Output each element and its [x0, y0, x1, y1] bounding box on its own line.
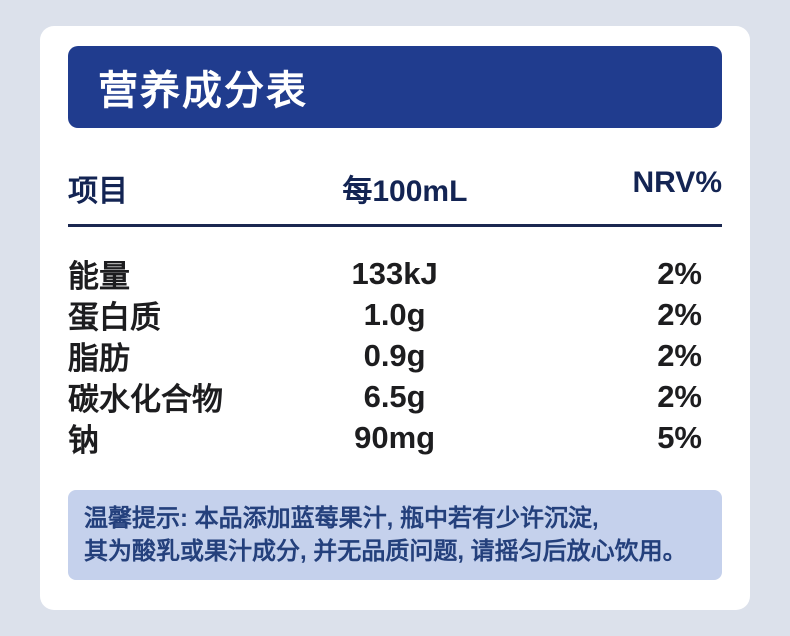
table-row: 蛋白质 1.0g 2%	[68, 294, 722, 336]
table-row: 能量 133kJ 2%	[68, 253, 722, 295]
page-title: 营养成分表	[98, 69, 308, 113]
row-value-nrv: 5%	[657, 419, 702, 455]
row-value-nrv: 2%	[657, 337, 702, 373]
table-row: 碳水化合物 6.5g 2%	[68, 376, 722, 418]
row-value-nrv: 2%	[657, 378, 702, 414]
row-value-per-100ml: 0.9g	[363, 337, 426, 373]
tip-line-2: 其为酸乳或果汁成分, 并无品质问题, 请摇匀后放心饮用。	[84, 538, 687, 565]
row-value-nrv: 2%	[657, 296, 702, 332]
header-divider	[68, 224, 722, 227]
title-banner: 营养成分表	[68, 46, 722, 128]
row-item-label: 钠	[68, 423, 99, 458]
column-header-per-100ml: 每100mL	[342, 175, 468, 208]
nutrition-facts-card: 营养成分表 项目 每100mL NRV% 能量 133kJ 2% 蛋白质 1.0…	[40, 26, 750, 610]
row-value-per-100ml: 133kJ	[351, 255, 438, 291]
table-header-row: 项目 每100mL NRV%	[68, 166, 722, 210]
table-body: 能量 133kJ 2% 蛋白质 1.0g 2% 脂肪 0.9g 2% 碳水化合物…	[68, 253, 722, 459]
table-row: 钠 90mg 5%	[68, 417, 722, 459]
tip-box: 温馨提示: 本品添加蓝莓果汁, 瓶中若有少许沉淀, 其为酸乳或果汁成分, 并无品…	[68, 490, 722, 580]
row-value-nrv: 2%	[657, 255, 702, 291]
row-item-label: 碳水化合物	[68, 382, 223, 417]
row-item-label: 蛋白质	[68, 300, 161, 335]
table-row: 脂肪 0.9g 2%	[68, 335, 722, 377]
row-item-label: 脂肪	[68, 341, 130, 376]
column-header-item: 项目	[68, 175, 128, 208]
tip-line-1: 温馨提示: 本品添加蓝莓果汁, 瓶中若有少许沉淀,	[84, 505, 599, 532]
row-value-per-100ml: 6.5g	[363, 378, 426, 414]
row-item-label: 能量	[68, 259, 130, 294]
row-value-per-100ml: 90mg	[354, 419, 436, 455]
column-header-nrv: NRV%	[632, 166, 722, 199]
row-value-per-100ml: 1.0g	[363, 296, 426, 332]
